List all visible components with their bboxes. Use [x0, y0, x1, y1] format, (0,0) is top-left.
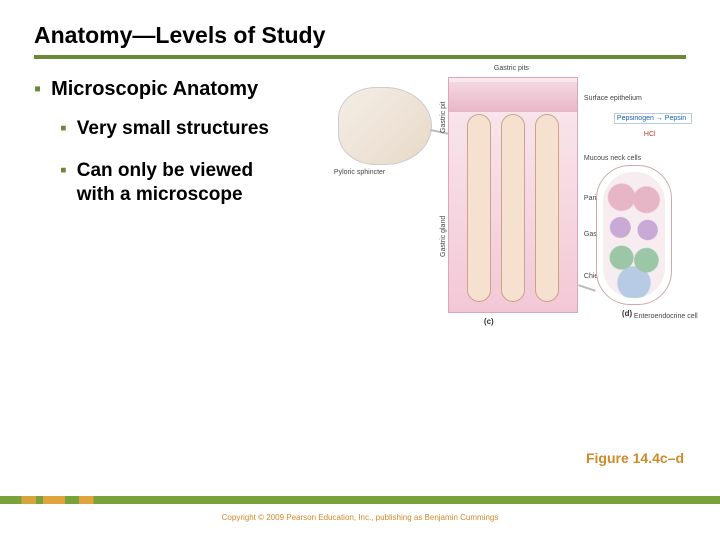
footer-stripe — [0, 496, 720, 504]
page-title: Anatomy—Levels of Study — [34, 22, 686, 53]
gastric-pit-region — [449, 82, 577, 112]
bullet-l2b-text: Can only be viewed with a microscope — [77, 159, 287, 207]
gland-tube — [501, 114, 525, 302]
bullet-marker-icon: ▪ — [60, 117, 67, 141]
text-column: ▪ Microscopic Anatomy ▪ Very small struc… — [34, 77, 334, 367]
detail-cells — [603, 172, 665, 298]
label-gastric-gland-side: Gastric gland — [440, 216, 447, 257]
arrow-icon — [578, 284, 596, 291]
slide: Anatomy—Levels of Study ▪ Microscopic An… — [0, 0, 720, 540]
gastric-glands-illustration — [448, 77, 578, 313]
panel-letter-d: (d) — [622, 309, 632, 318]
bullet-level-2: ▪ Very small structures — [60, 117, 334, 141]
label-enteroendocrine: Enteroendocrine cell — [634, 313, 698, 320]
label-surface-epithelium: Surface epithelium — [584, 95, 642, 102]
stomach-illustration — [338, 87, 432, 165]
stomach-label: Pyloric sphincter — [334, 169, 385, 176]
gland-detail-illustration — [596, 165, 672, 305]
bullet-marker-icon: ▪ — [60, 159, 67, 207]
content-area: ▪ Microscopic Anatomy ▪ Very small struc… — [34, 77, 686, 367]
bullet-l2a-text: Very small structures — [77, 117, 269, 141]
bullet-level-2: ▪ Can only be viewed with a microscope — [60, 159, 334, 207]
gland-tube — [467, 114, 491, 302]
panel-letter-c: (c) — [484, 317, 494, 326]
copyright-text: Copyright © 2009 Pearson Education, Inc.… — [0, 513, 720, 522]
label-hcl: HCl — [644, 131, 656, 138]
pepsin-box: Pepsinogen → Pepsin — [614, 113, 692, 124]
figure-caption: Figure 14.4c–d — [586, 450, 684, 466]
label-gastric-pits: Gastric pits — [494, 65, 529, 72]
bullet-marker-icon: ▪ — [34, 77, 41, 101]
bullet-level-1: ▪ Microscopic Anatomy — [34, 77, 334, 101]
bullet-l1-text: Microscopic Anatomy — [51, 77, 258, 101]
gland-tube — [535, 114, 559, 302]
label-gastric-pit-side: Gastric pit — [440, 101, 447, 133]
figure-area: Pyloric sphincter Gastric pits Gastric p… — [334, 77, 686, 367]
label-mucous-neck: Mucous neck cells — [584, 155, 641, 162]
title-underline — [34, 55, 686, 59]
